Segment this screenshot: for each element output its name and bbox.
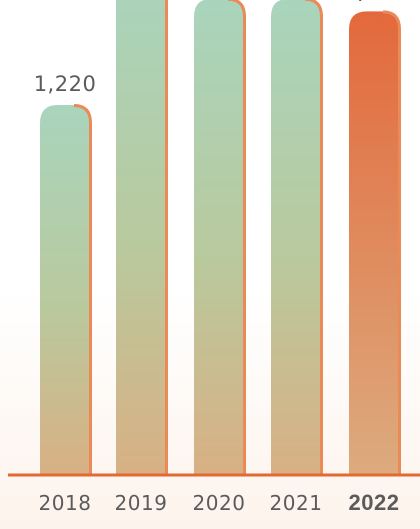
bar-2022 — [349, 11, 399, 476]
labels-group: 1,22020181,43320191,39720201,39720211,37… — [34, 0, 404, 515]
bar-2020 — [194, 0, 244, 475]
x-tick-label-2020: 2020 — [193, 491, 246, 515]
x-tick-label-2019: 2019 — [115, 491, 168, 515]
x-tick-label-2021: 2021 — [270, 491, 323, 515]
bar-2021 — [271, 0, 321, 475]
x-tick-label-2022: 2022 — [349, 490, 400, 515]
bar-edge-2021 — [304, 0, 323, 475]
bars-group — [40, 0, 401, 476]
bar-2018 — [40, 105, 90, 475]
bar-2019 — [116, 0, 166, 475]
bar-edge-2020 — [227, 0, 246, 475]
value-label-2018: 1,220 — [34, 72, 97, 96]
value-label-2022: 1,376 — [344, 0, 404, 2]
bar-edge-2018 — [73, 104, 92, 475]
x-tick-label-2018: 2018 — [39, 491, 92, 515]
bar-edge-2022 — [382, 10, 401, 475]
